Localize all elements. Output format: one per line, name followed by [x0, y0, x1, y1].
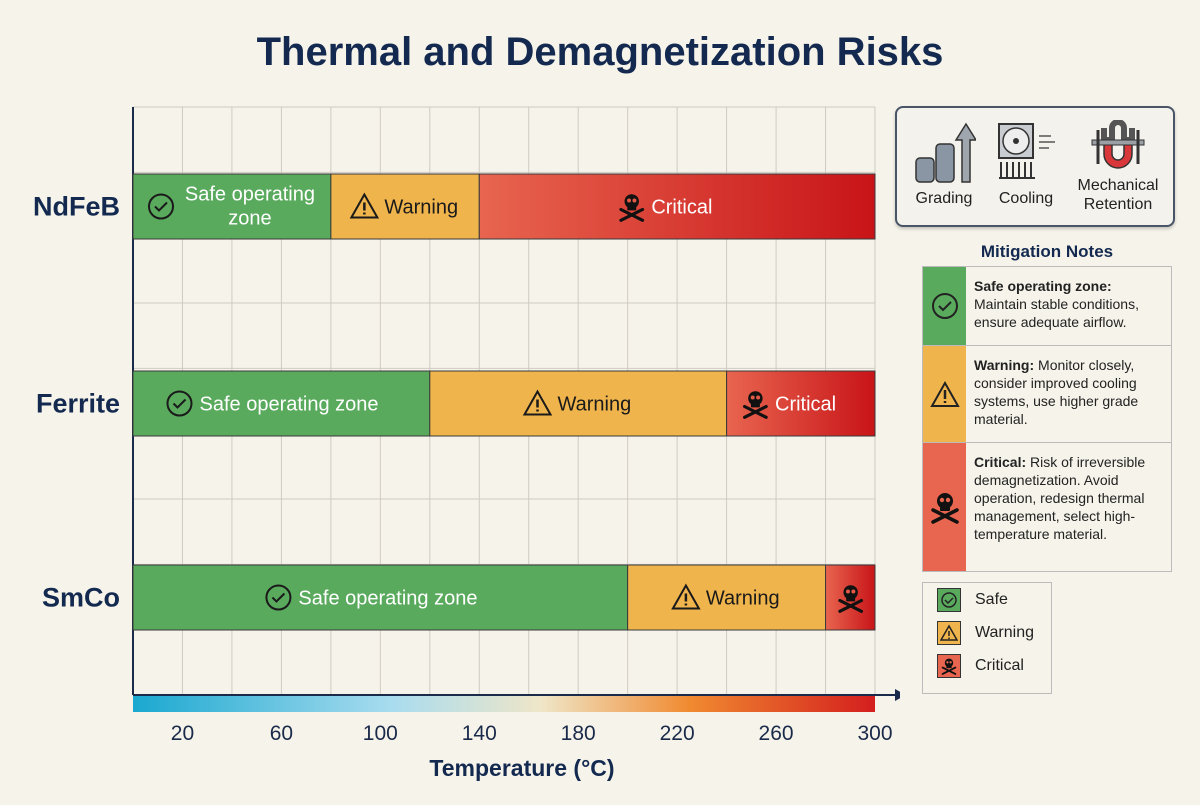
x-tick-label: 260 — [759, 722, 794, 745]
skull-icon — [838, 585, 864, 613]
note-body: Maintain stable conditions, ensure adequ… — [974, 296, 1139, 330]
warning-icon — [349, 192, 380, 219]
note-body: Risk of irreversible demagnetization. Av… — [974, 454, 1146, 542]
bar-segment-label: Warning — [706, 588, 780, 610]
skull-icon — [619, 194, 645, 222]
bar-segment-warning — [627, 564, 827, 631]
note-safe: Safe operating zone: Maintain stable con… — [923, 267, 1171, 346]
x-axis-arrow — [895, 689, 900, 701]
temperature-gradient-bar — [133, 695, 875, 712]
x-tick-label: 100 — [363, 722, 398, 745]
x-tick-label: 300 — [857, 722, 892, 745]
x-tick-label: 20 — [171, 722, 194, 745]
legend-item-warning: Warning — [923, 616, 1051, 649]
category-label-ndfeb: NdFeB — [33, 192, 120, 222]
note-head: Safe operating zone: — [974, 278, 1112, 294]
tool-label: Grading — [915, 190, 973, 207]
note-critical: Critical: Risk of irreversible demagneti… — [923, 443, 1171, 571]
grading-icon — [899, 116, 989, 184]
note-head: Warning: — [974, 357, 1035, 373]
check-circle-icon — [937, 587, 961, 612]
legend-label: Critical — [975, 656, 1024, 674]
bar-segment-label: Safe operating zone — [200, 394, 379, 416]
warning-icon — [923, 346, 966, 442]
bar-segment-label: Warning — [384, 197, 458, 219]
bar-segment-warning — [429, 370, 728, 437]
bar-segment-critical — [478, 173, 876, 240]
category-label-smco: SmCo — [42, 583, 120, 613]
warning-icon — [671, 583, 701, 610]
bar-segment-label: Critical — [775, 394, 836, 416]
chart-title: Thermal and Demagnetization Risks — [256, 30, 944, 74]
category-label-ferrite: Ferrite — [36, 389, 120, 419]
check-circle-icon — [148, 193, 174, 220]
risk-chart: 20 60 100 140 180 220 260 300 Temperature (°C) Nd… — [33, 106, 900, 781]
x-axis-title: Temperature (°C) — [429, 755, 614, 781]
legend-item-safe: Safe — [923, 583, 1051, 616]
legend-label: Warning — [975, 623, 1034, 641]
tool-grading: Grading — [899, 116, 989, 208]
mitigation-notes: Safe operating zone: Maintain stable con… — [922, 266, 1172, 572]
x-tick-label: 180 — [561, 722, 596, 745]
x-tick-label: 60 — [270, 722, 293, 745]
x-tick-label: 140 — [462, 722, 497, 745]
tool-label: Mechanical Retention — [1077, 177, 1159, 213]
x-tick-label: 220 — [660, 722, 695, 745]
bar-segment-safe — [132, 564, 629, 631]
mitigation-notes-title: Mitigation Notes — [980, 242, 1114, 261]
warning-icon — [522, 389, 553, 416]
check-circle-icon — [166, 390, 193, 417]
cooling-fan-icon — [981, 116, 1071, 184]
check-circle-icon — [923, 267, 966, 345]
check-circle-icon — [265, 584, 292, 611]
tool-mechanical-retention: Mechanical Retention — [1073, 116, 1163, 214]
mitigation-tools-panel: Grading Cooling Mechanical Retention — [895, 106, 1175, 227]
legend-label: Safe — [975, 590, 1008, 608]
bar-segment-safe — [132, 173, 332, 240]
note-body: Monitor closely, consider improved cooli… — [974, 357, 1139, 427]
magnet-clamp-icon — [1073, 116, 1163, 176]
note-head: Critical: — [974, 454, 1027, 470]
skull-icon — [743, 391, 768, 419]
bar-segment-label: Safe operating zone — [185, 184, 315, 230]
bar-segment-label: Safe operating zone — [298, 588, 477, 610]
skull-icon — [923, 443, 966, 571]
bar-segment-label: Warning — [558, 394, 632, 416]
skull-icon — [937, 653, 961, 678]
bar-segment-label: Critical — [651, 197, 712, 219]
tool-cooling: Cooling — [981, 116, 1071, 208]
warning-icon — [937, 620, 961, 645]
note-warning: Warning: Monitor closely, consider impro… — [923, 346, 1171, 443]
tool-label: Cooling — [998, 190, 1054, 207]
bar-segment-warning — [330, 173, 480, 240]
legend: Safe Warning Critical — [922, 582, 1052, 694]
legend-item-critical: Critical — [923, 649, 1051, 682]
